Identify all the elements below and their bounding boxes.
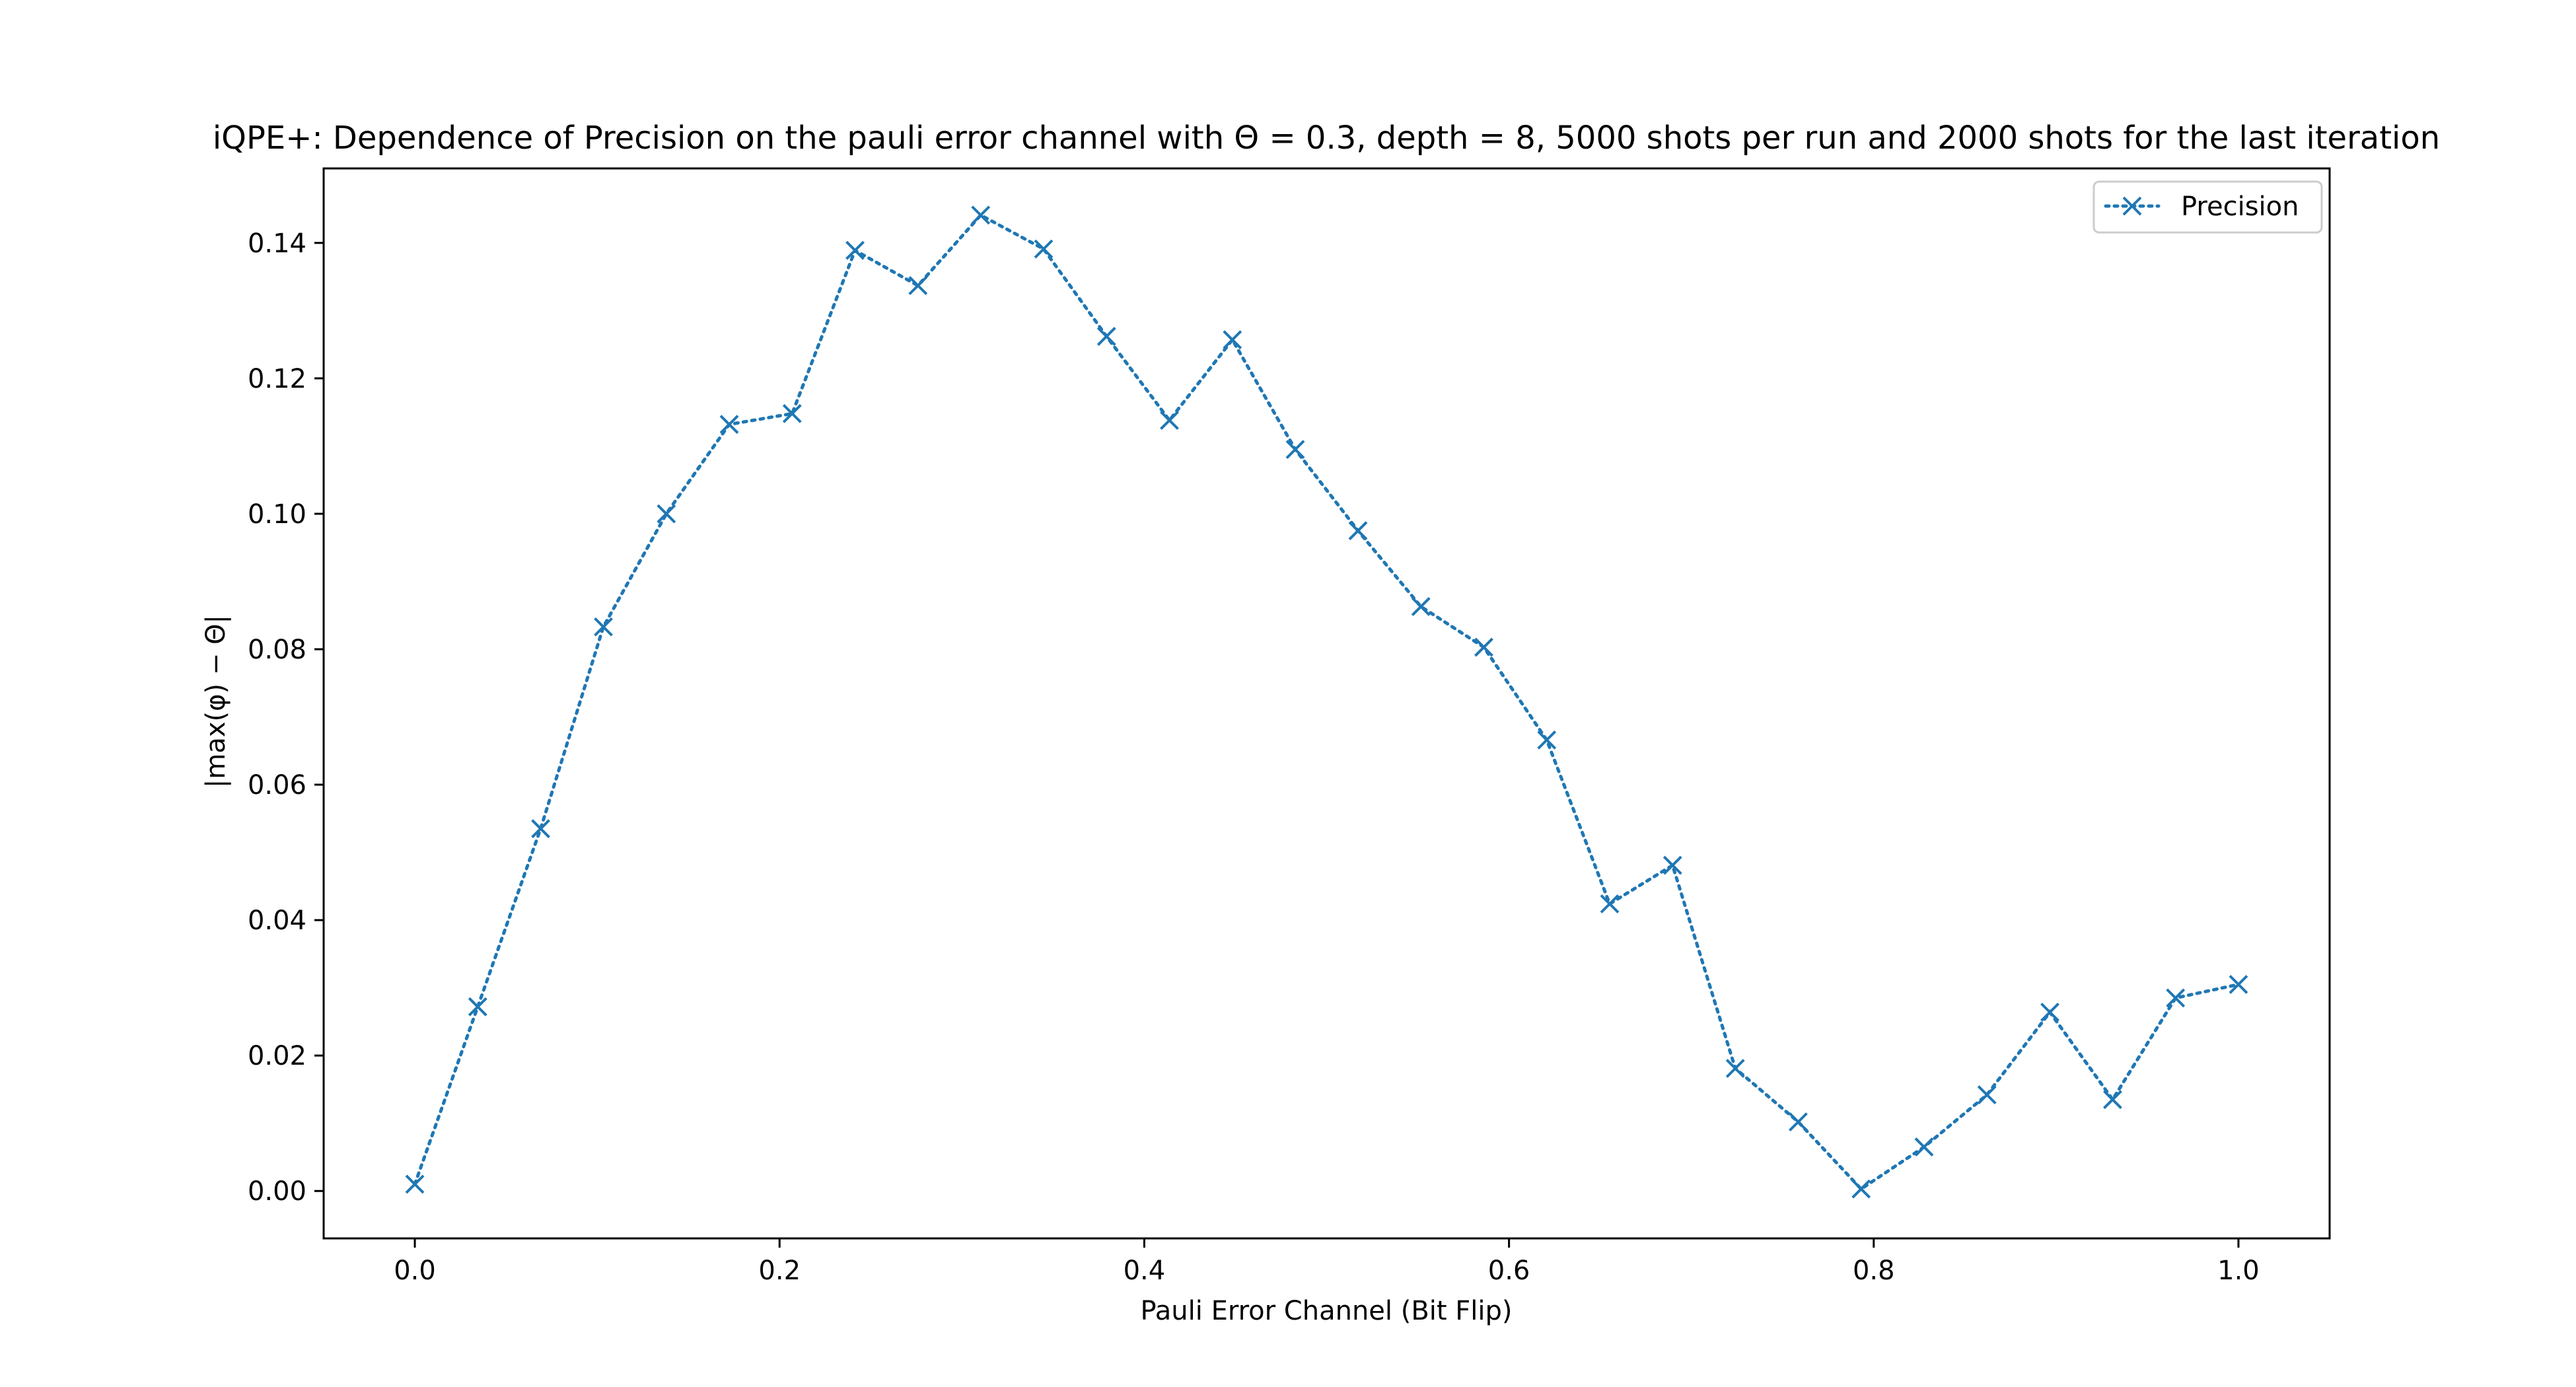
x-tick-label: 0.0 xyxy=(394,1256,436,1286)
x-axis-label: Pauli Error Channel (Bit Flip) xyxy=(1140,1296,1512,1326)
data-point xyxy=(468,997,487,1016)
y-tick-label: 0.02 xyxy=(248,1041,306,1071)
data-point xyxy=(1537,730,1557,750)
legend: Precision xyxy=(2093,180,2323,234)
data-point xyxy=(1663,855,1682,875)
data-point xyxy=(2103,1090,2122,1110)
y-tick-label: 0.06 xyxy=(248,770,306,800)
x-tick-label: 1.0 xyxy=(2217,1256,2260,1286)
data-point xyxy=(1851,1179,1871,1199)
x-tick-label: 0.8 xyxy=(1853,1256,1895,1286)
data-point xyxy=(1725,1059,1745,1079)
data-point xyxy=(1474,637,1493,657)
data-point xyxy=(2166,988,2186,1008)
data-point xyxy=(1977,1085,1997,1105)
y-axis-label: |max(φ) − Θ| xyxy=(201,615,231,788)
legend-marker-x xyxy=(2122,196,2142,216)
data-point xyxy=(1914,1137,1934,1156)
data-point xyxy=(1789,1112,1808,1132)
x-tick-label: 0.4 xyxy=(1124,1256,1166,1286)
data-point xyxy=(405,1174,425,1194)
data-point xyxy=(2040,1003,2059,1022)
chart-title: iQPE+: Dependence of Precision on the pa… xyxy=(213,120,2440,157)
y-tick-label: 0.08 xyxy=(248,635,306,665)
data-point xyxy=(1600,894,1620,913)
data-point xyxy=(594,617,613,637)
legend-label-precision: Precision xyxy=(2181,192,2299,222)
y-tick-label: 0.00 xyxy=(248,1176,306,1207)
series-line-precision xyxy=(413,213,2240,1191)
data-point xyxy=(2229,975,2248,994)
legend-box xyxy=(2093,180,2323,234)
y-tick-label: 0.04 xyxy=(248,906,306,936)
y-tick-label: 0.14 xyxy=(248,229,306,259)
data-point xyxy=(719,415,739,434)
x-tick-label: 0.2 xyxy=(758,1256,801,1286)
data-point xyxy=(1223,330,1242,349)
data-point xyxy=(1285,440,1305,459)
data-point xyxy=(1160,411,1179,430)
data-point xyxy=(531,819,550,839)
x-tick-label: 0.6 xyxy=(1488,1256,1530,1286)
data-point xyxy=(1096,326,1116,346)
x-axis: 0.0 0.2 0.4 0.6 0.8 1.0 xyxy=(394,1238,2260,1286)
series-markers-precision xyxy=(405,205,2248,1199)
axes-frame xyxy=(322,167,2331,1240)
data-point xyxy=(1411,596,1431,616)
data-point xyxy=(1034,239,1054,259)
data-point xyxy=(1348,521,1368,540)
y-tick-label: 0.10 xyxy=(248,499,306,530)
data-point xyxy=(971,205,991,225)
y-axis: 0.00 0.02 0.04 0.06 0.08 0.10 0.12 0.14 xyxy=(248,229,324,1207)
data-point xyxy=(845,240,865,260)
data-point xyxy=(657,504,676,524)
data-point xyxy=(908,275,928,295)
data-point xyxy=(782,404,802,423)
y-tick-label: 0.12 xyxy=(248,364,306,394)
plot-area xyxy=(405,205,2248,1199)
